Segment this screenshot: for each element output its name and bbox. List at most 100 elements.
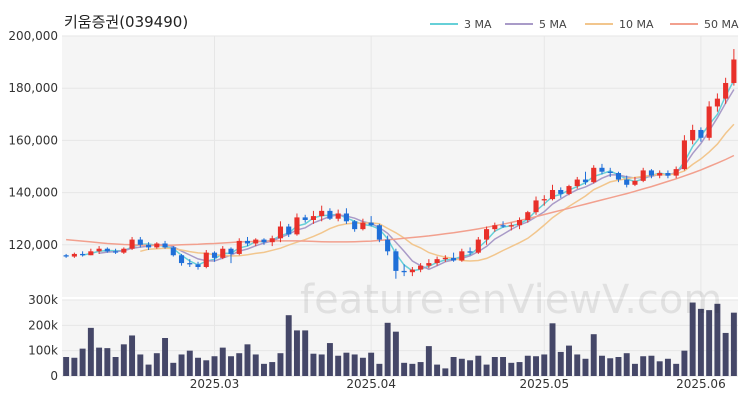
candlestick xyxy=(723,77,729,104)
candle-body xyxy=(723,82,729,99)
legend-label: 50 MA xyxy=(704,18,739,31)
candle-body xyxy=(599,167,605,172)
volume-bar xyxy=(186,350,193,376)
volume-bar xyxy=(63,357,70,376)
candlestick xyxy=(319,205,325,222)
candlesticks xyxy=(63,49,737,279)
candlestick xyxy=(574,176,580,189)
candle-body xyxy=(607,171,613,174)
candlestick xyxy=(673,166,679,179)
volume-tick-label: 0 xyxy=(50,369,58,383)
candlestick xyxy=(731,49,737,86)
candlestick xyxy=(467,247,473,256)
candlestick xyxy=(96,246,102,254)
candlestick xyxy=(352,220,358,232)
volume-bar xyxy=(112,357,119,376)
candlestick xyxy=(451,252,457,262)
volume-bar xyxy=(607,358,614,376)
candlestick xyxy=(484,226,490,245)
candlestick xyxy=(657,170,663,179)
candle-body xyxy=(657,173,663,176)
volume-bar xyxy=(631,363,638,376)
candle-body xyxy=(88,251,94,256)
volume-tick-label: 100k xyxy=(28,344,58,358)
volume-bar xyxy=(442,368,449,376)
candle-body xyxy=(714,98,720,107)
volume-bar xyxy=(236,353,243,376)
volume-bar xyxy=(310,353,317,376)
candle-body xyxy=(640,170,646,181)
volume-bar xyxy=(491,357,498,376)
candle-body xyxy=(393,251,399,271)
candle-body xyxy=(220,248,226,258)
candlestick xyxy=(327,208,333,221)
candle-body xyxy=(269,238,275,243)
volume-bar xyxy=(211,356,218,376)
volume-bar xyxy=(261,363,267,376)
volume-bar xyxy=(697,308,704,376)
volume-bar xyxy=(673,363,680,376)
candlestick xyxy=(71,252,77,258)
volume-bar xyxy=(425,346,432,376)
candlestick xyxy=(368,216,374,227)
volume-bar xyxy=(87,327,94,376)
legend-item-ma5: 5 MA xyxy=(505,18,567,31)
candlestick xyxy=(714,93,720,112)
candle-body xyxy=(673,169,679,176)
volume-tick-label: 200k xyxy=(28,318,58,332)
candle-body xyxy=(203,252,209,267)
candlestick xyxy=(178,253,185,266)
candlestick xyxy=(162,240,168,249)
candlestick xyxy=(615,171,622,183)
volume-bar xyxy=(648,355,655,376)
candle-body xyxy=(137,239,143,245)
candlestick xyxy=(63,253,69,258)
candle-body xyxy=(549,189,556,200)
date-tick-label: 2025.05 xyxy=(519,377,569,391)
candlestick xyxy=(154,242,160,249)
candlestick xyxy=(269,235,275,247)
candlestick xyxy=(376,223,382,243)
volume-bar xyxy=(203,360,210,376)
candlestick xyxy=(558,187,564,198)
candlestick xyxy=(393,248,399,279)
candlestick xyxy=(591,165,597,184)
volume-bar xyxy=(343,352,350,376)
candle-body xyxy=(500,225,506,227)
candlestick xyxy=(459,248,465,262)
candlestick xyxy=(302,214,308,223)
price-tick-label: 140,000 xyxy=(8,186,58,200)
candle-body xyxy=(698,129,704,138)
candlestick xyxy=(294,213,300,236)
candlestick xyxy=(706,101,712,141)
volume-bar xyxy=(384,322,391,376)
candlestick xyxy=(665,170,671,179)
volume-bar xyxy=(170,362,177,376)
candlestick xyxy=(220,246,226,260)
volume-bar xyxy=(401,362,408,376)
volume-bar xyxy=(178,354,185,376)
candlestick xyxy=(385,235,391,256)
volume-bar xyxy=(434,364,441,376)
volume-bar xyxy=(79,348,86,376)
candle-body xyxy=(582,179,589,183)
candle-body xyxy=(648,170,654,176)
legend-item-ma50: 50 MA xyxy=(670,18,739,31)
candlestick xyxy=(236,238,242,256)
candle-body xyxy=(533,200,539,213)
candle-body xyxy=(113,251,119,253)
candle-body xyxy=(475,239,481,253)
volume-bar xyxy=(582,358,589,376)
candlestick xyxy=(681,135,687,171)
volume-bar xyxy=(524,355,531,376)
candlestick xyxy=(286,223,292,237)
candle-body xyxy=(566,186,572,194)
volume-bar xyxy=(293,330,300,376)
candle-body xyxy=(516,220,523,226)
candle-body xyxy=(302,217,308,221)
volume-bar xyxy=(508,362,515,376)
candle-body xyxy=(360,222,366,230)
candle-body xyxy=(327,210,333,219)
candlestick xyxy=(624,175,630,188)
volume-bar xyxy=(689,302,696,376)
